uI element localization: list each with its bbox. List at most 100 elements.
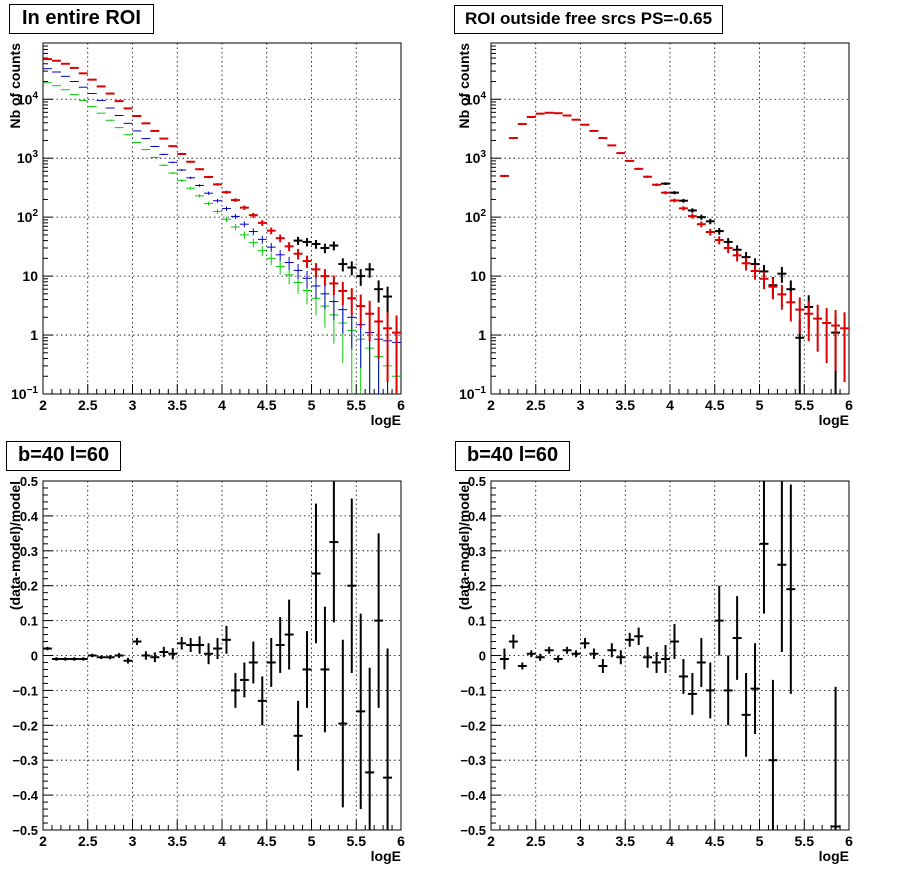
data-point: [168, 648, 178, 660]
data-point: [625, 159, 635, 162]
data-point: [204, 175, 214, 179]
data-point: [320, 243, 330, 254]
data-point: [311, 277, 321, 299]
data-point: [284, 242, 294, 252]
data-point: [696, 221, 706, 228]
x-tick-label: 4: [666, 833, 674, 849]
data-point: [553, 655, 563, 663]
data-point: [293, 236, 303, 246]
data-point: [195, 194, 205, 198]
x-tick-label: 5.5: [347, 397, 367, 413]
chart-title: ROI outside free srcs PS=-0.65: [454, 5, 724, 34]
y-tick-label: −0.3: [12, 753, 38, 768]
data-point: [275, 249, 285, 261]
data-point: [311, 240, 321, 249]
data-point: [266, 227, 276, 235]
axis-ticks: [490, 42, 850, 395]
data-point: [705, 662, 715, 719]
data-point: [768, 278, 778, 300]
data-point: [78, 100, 88, 102]
data-point: [141, 651, 151, 660]
x-tick-label: 2.5: [526, 397, 546, 413]
data-point: [329, 241, 339, 251]
data-point: [795, 297, 805, 334]
y-axis-title: Nb of counts: [456, 43, 472, 129]
y-tick-label: −0.2: [460, 718, 486, 733]
data-point: [177, 637, 187, 650]
data-point: [239, 662, 249, 698]
data-point: [213, 183, 222, 186]
x-tick-label: 5: [308, 397, 316, 413]
data-point: [105, 655, 115, 660]
data-point: [132, 114, 142, 117]
series-black: [661, 182, 841, 394]
y-tick-label: 0.5: [468, 474, 486, 489]
x-axis-title: logE: [819, 412, 849, 428]
y-tick-label: 0: [479, 649, 486, 664]
data-point: [356, 269, 366, 286]
data-point: [248, 212, 258, 218]
data-point: [607, 144, 617, 147]
data-point: [159, 137, 169, 140]
data-point: [132, 638, 142, 646]
data-point: [177, 179, 187, 182]
y-tick-label: −0.4: [12, 788, 38, 803]
data-point: [535, 653, 545, 661]
grid: [43, 43, 401, 394]
data-point: [652, 183, 662, 187]
series-black: [293, 236, 393, 313]
series-black: [499, 481, 841, 830]
data-point: [786, 484, 796, 694]
data-point: [777, 266, 787, 283]
data-point: [141, 148, 151, 151]
data-point: [768, 679, 778, 830]
data-point: [150, 652, 160, 663]
data-point: [741, 672, 751, 757]
y-tick-label: 103: [17, 149, 39, 166]
data-point: [257, 246, 267, 257]
x-tick-label: 4: [666, 397, 674, 413]
panel-top-left: 2 2.5 3 3.5 4 4.5 5 5.5 6 10−1 1 10 102 103 104 logE Nb …: [0, 0, 449, 437]
data-point: [320, 606, 330, 733]
y-tick-label: 1: [30, 327, 38, 343]
series-black: [43, 481, 393, 830]
data-point: [230, 198, 240, 202]
x-tick-label: 3: [577, 397, 585, 413]
data-point: [204, 201, 214, 206]
x-tick-label: 2: [487, 397, 495, 413]
data-point: [239, 221, 249, 228]
x-tick-label: 3.5: [168, 397, 188, 413]
data-point: [759, 481, 769, 614]
data-point: [580, 638, 590, 649]
data-point: [239, 205, 249, 210]
data-point: [670, 191, 679, 195]
data-point: [661, 182, 670, 186]
data-point: [302, 238, 312, 247]
data-point: [696, 638, 706, 687]
data-point: [293, 264, 303, 279]
data-point: [831, 310, 841, 371]
data-point: [634, 167, 644, 170]
data-point: [150, 129, 160, 132]
chart-top-right: 2 2.5 3 3.5 4 4.5 5 5.5 6 10−1 1 10 102 103 104 logE Nb …: [456, 42, 853, 428]
x-tick-label: 5: [756, 397, 764, 413]
data-point: [78, 657, 88, 661]
data-point: [320, 284, 330, 310]
y-axis-title: (data-model)/model: [7, 481, 23, 610]
y-tick-label: 103: [465, 149, 487, 166]
data-point: [714, 236, 724, 245]
data-point: [195, 184, 205, 187]
y-tick-label: 102: [465, 208, 487, 225]
chart-title: b=40 l=60: [455, 441, 571, 471]
x-tick-label: 3: [577, 833, 585, 849]
x-tick-label: 6: [845, 397, 853, 413]
data-point: [804, 300, 814, 342]
y-tick-label: 10: [22, 268, 38, 284]
data-point: [526, 115, 536, 118]
y-tick-label: 0.1: [20, 614, 38, 629]
data-point: [329, 290, 339, 321]
data-point: [132, 141, 142, 144]
data-point: [598, 137, 608, 140]
data-point: [598, 658, 608, 673]
data-point: [329, 275, 339, 296]
